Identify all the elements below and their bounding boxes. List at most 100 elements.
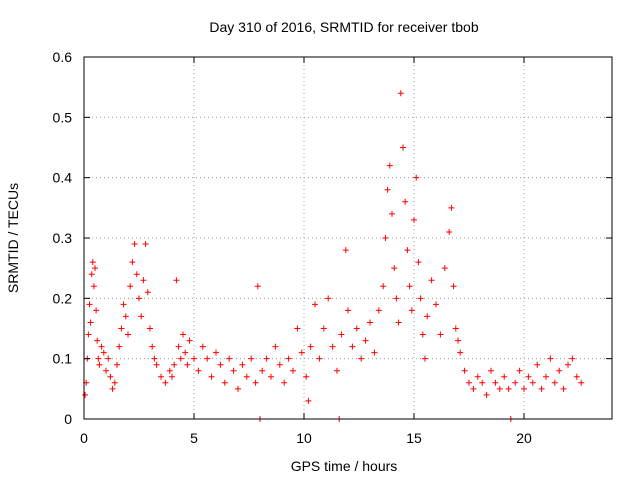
data-point — [252, 379, 259, 386]
data-point — [138, 313, 145, 320]
data-point — [149, 343, 156, 350]
data-point — [560, 385, 567, 392]
data-point — [411, 216, 417, 223]
data-point — [433, 301, 439, 308]
data-point — [312, 301, 318, 308]
data-point — [391, 265, 398, 272]
x-tick-label: 0 — [80, 430, 88, 446]
data-point — [371, 349, 378, 356]
x-axis-label: GPS time / hours — [291, 458, 398, 474]
data-point — [382, 235, 389, 241]
data-point — [226, 355, 233, 362]
data-point — [263, 355, 270, 362]
x-tick-label: 20 — [516, 430, 532, 446]
data-point — [404, 247, 411, 254]
data-point — [362, 337, 369, 344]
data-point — [386, 162, 393, 169]
data-point — [428, 277, 435, 284]
data-point — [422, 355, 428, 362]
data-point — [151, 355, 158, 362]
data-point — [349, 343, 356, 350]
data-point — [402, 198, 409, 205]
data-point — [556, 367, 563, 374]
data-point — [153, 361, 160, 368]
data-point — [213, 349, 219, 356]
data-point — [116, 343, 123, 350]
data-point — [217, 361, 224, 368]
y-tick-label: 0.3 — [53, 230, 73, 246]
data-point — [551, 379, 558, 386]
data-point — [90, 283, 97, 290]
data-point — [450, 283, 457, 290]
data-point — [120, 301, 127, 308]
data-point — [395, 319, 402, 326]
data-point — [496, 385, 503, 392]
data-point — [98, 343, 105, 350]
y-tick-label: 0.4 — [53, 170, 73, 186]
y-tick-label: 0 — [64, 411, 72, 427]
data-point — [230, 367, 237, 374]
data-point — [329, 343, 336, 350]
data-point — [221, 379, 228, 386]
data-point — [578, 379, 585, 386]
data-point — [534, 361, 541, 368]
data-point — [505, 385, 512, 392]
data-point — [393, 295, 400, 302]
data-point — [127, 283, 134, 290]
data-point — [305, 397, 312, 404]
data-point — [276, 361, 283, 368]
data-point — [177, 355, 184, 362]
data-point — [488, 367, 494, 374]
data-point — [380, 283, 387, 290]
data-point — [268, 373, 274, 380]
data-point — [384, 186, 391, 193]
data-point — [162, 379, 169, 386]
data-point — [406, 283, 413, 290]
data-point — [173, 277, 180, 284]
data-point — [285, 355, 292, 362]
data-point — [457, 349, 464, 356]
data-point — [448, 204, 455, 211]
x-tick-label: 5 — [190, 430, 198, 446]
data-point — [367, 319, 373, 326]
data-point — [569, 355, 576, 362]
data-point — [353, 325, 360, 332]
data-point — [180, 331, 186, 338]
data-point — [290, 367, 296, 374]
data-point — [175, 343, 182, 350]
data-point — [92, 265, 98, 272]
data-point — [516, 367, 523, 374]
data-point — [166, 367, 173, 374]
data-point — [307, 343, 314, 350]
data-point — [358, 355, 365, 362]
data-point — [85, 331, 92, 338]
y-axis-label: SRMTID / TECUs — [5, 183, 21, 293]
data-point — [133, 271, 140, 278]
data-point — [298, 349, 305, 356]
data-point — [103, 367, 109, 374]
data-point — [89, 259, 96, 266]
data-point — [413, 174, 420, 181]
x-tick-label: 15 — [406, 430, 422, 446]
data-point — [184, 361, 191, 368]
data-point — [239, 361, 246, 368]
data-point — [109, 385, 116, 392]
data-point — [199, 343, 206, 350]
data-point — [303, 373, 310, 380]
data-point — [272, 343, 279, 350]
data-point — [338, 331, 345, 338]
data-point — [118, 325, 125, 332]
data-point — [345, 307, 351, 314]
data-point — [129, 259, 136, 266]
data-point — [111, 379, 118, 386]
data-point — [105, 355, 112, 362]
data-point — [248, 355, 255, 362]
data-point — [525, 373, 532, 380]
data-point — [87, 319, 94, 326]
data-point — [501, 373, 508, 380]
data-point — [100, 349, 107, 356]
data-point — [107, 373, 114, 380]
data-point — [446, 228, 453, 235]
data-point — [86, 301, 93, 308]
